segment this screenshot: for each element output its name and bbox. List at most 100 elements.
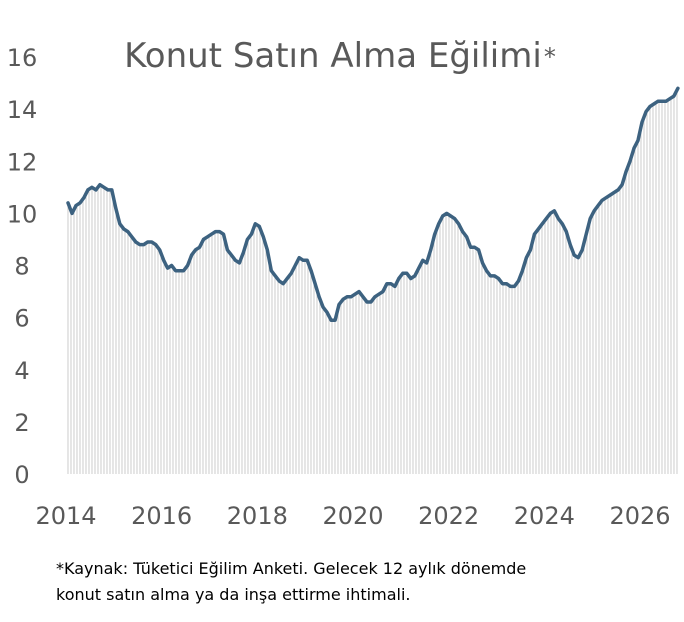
data-point <box>333 319 337 322</box>
data-point <box>676 87 680 90</box>
x-tick-label: 2018 <box>227 502 288 530</box>
data-point <box>573 253 576 257</box>
data-point <box>672 94 676 98</box>
data-point <box>604 196 608 199</box>
data-point <box>94 188 98 192</box>
data-point <box>593 209 596 212</box>
series-line <box>66 86 680 322</box>
data-point <box>389 282 393 285</box>
data-point <box>429 248 432 252</box>
data-point <box>302 259 305 262</box>
data-point <box>493 274 496 278</box>
data-point <box>226 248 229 252</box>
data-point <box>549 212 552 215</box>
data-point <box>377 293 381 296</box>
data-point <box>453 217 456 220</box>
y-tick-label: 10 <box>7 200 38 228</box>
data-point <box>309 269 313 272</box>
data-point <box>664 100 668 103</box>
data-point <box>421 259 424 262</box>
data-point <box>234 259 237 262</box>
data-point <box>294 264 297 267</box>
data-point <box>230 253 233 257</box>
data-point <box>198 246 201 249</box>
data-point <box>178 269 181 272</box>
data-point <box>246 238 249 241</box>
data-point <box>561 222 564 225</box>
data-point <box>290 272 293 275</box>
data-point <box>409 277 412 280</box>
data-point <box>345 295 349 298</box>
data-point <box>357 290 361 293</box>
x-axis-tick-labels: 2014 2016 2018 2020 2022 2024 2026 <box>35 502 670 530</box>
data-point <box>616 188 620 192</box>
data-point <box>640 121 644 124</box>
data-point <box>596 204 600 207</box>
data-point <box>521 269 524 272</box>
data-point <box>525 256 528 259</box>
data-point <box>541 222 544 225</box>
data-point <box>513 285 516 288</box>
data-point <box>270 269 273 272</box>
data-point <box>102 186 106 189</box>
data-point <box>497 277 500 280</box>
data-point <box>202 238 205 241</box>
data-point <box>648 105 652 108</box>
data-point <box>214 230 217 233</box>
data-point <box>373 295 377 298</box>
data-point <box>652 102 656 106</box>
data-point <box>262 235 265 238</box>
data-point <box>110 188 114 192</box>
data-point <box>341 298 345 301</box>
data-point <box>457 222 460 225</box>
data-point <box>222 233 225 236</box>
data-point <box>66 201 70 205</box>
data-point <box>321 306 325 309</box>
data-point <box>533 233 536 236</box>
y-tick-label: 4 <box>14 357 29 385</box>
data-point <box>481 261 484 265</box>
data-point <box>509 285 512 288</box>
data-point <box>190 253 193 257</box>
data-point <box>433 233 436 236</box>
data-point <box>632 147 636 150</box>
data-point <box>130 235 133 238</box>
footnote-line-2: konut satın alma ya da inşa ettirme ihti… <box>56 585 411 604</box>
series-group <box>66 86 680 322</box>
data-point <box>465 235 468 238</box>
data-point <box>306 259 309 262</box>
data-point <box>405 272 408 275</box>
data-point <box>206 235 209 238</box>
x-tick-label: 2024 <box>514 502 575 530</box>
y-tick-label: 0 <box>14 461 29 489</box>
data-point <box>381 290 385 293</box>
data-point <box>461 230 464 233</box>
x-tick-label: 2020 <box>322 502 383 530</box>
data-point <box>210 233 213 236</box>
chart-svg: Konut Satın Alma Eğilimi* 0246810121416 … <box>7 36 680 530</box>
x-tick-label: 2026 <box>609 502 670 530</box>
data-point <box>449 214 452 218</box>
data-point <box>445 212 448 215</box>
data-point <box>142 243 145 246</box>
data-point <box>313 282 317 285</box>
data-point <box>337 303 341 306</box>
data-point <box>517 279 520 283</box>
data-point <box>166 266 169 270</box>
data-point <box>138 243 141 246</box>
y-tick-label: 8 <box>14 253 29 281</box>
y-tick-label: 2 <box>14 409 29 437</box>
x-tick-label: 2014 <box>35 502 96 530</box>
data-point <box>194 248 197 252</box>
data-point <box>557 217 560 220</box>
data-point <box>158 248 161 252</box>
data-point <box>385 282 389 285</box>
data-point <box>397 277 400 280</box>
data-point <box>150 240 153 244</box>
data-point <box>393 285 397 288</box>
data-point <box>238 261 241 265</box>
data-point <box>401 272 404 275</box>
data-point <box>485 269 488 272</box>
data-point <box>90 186 94 189</box>
data-point <box>600 199 604 202</box>
